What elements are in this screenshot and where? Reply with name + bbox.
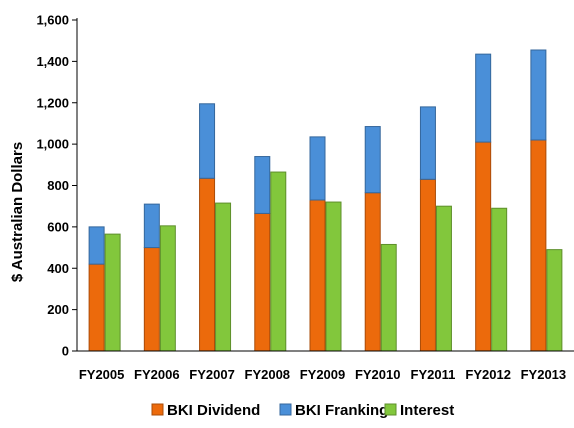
y-axis-title: $ Australian Dollars: [9, 142, 26, 282]
x-tick-label: FY2011: [411, 367, 456, 382]
y-tick-label: 800: [47, 178, 69, 193]
y-axis-ticks: 0 200 400 600 800 1,000 1,200 1,400 1,600: [36, 13, 77, 359]
bar-interest: [215, 202, 232, 352]
x-tick-label: FY2006: [134, 367, 180, 382]
bar-bki-dividend: [475, 141, 492, 352]
x-tick-label: FY2013: [521, 367, 567, 382]
y-tick-label: 0: [62, 344, 69, 359]
x-axis-ticks: FY2005 FY2006 FY2007 FY2008 FY2009 FY2010 FY20…: [79, 367, 566, 382]
legend: BKI Dividend BKI Franking Interest: [151, 402, 454, 419]
bar-interest: [104, 233, 121, 352]
y-tick-label: 1,400: [36, 54, 69, 69]
bar-interest: [325, 201, 342, 352]
bar-interest: [435, 205, 452, 352]
y-tick-label: 1,200: [36, 95, 69, 110]
y-tick-label: 200: [47, 302, 69, 317]
bar-bki-franking: [88, 226, 105, 265]
legend-label: BKI Franking: [295, 402, 388, 419]
x-tick-label: FY2009: [300, 367, 346, 382]
x-tick-label: FY2008: [245, 367, 291, 382]
y-tick-label: 1,600: [36, 13, 69, 28]
x-tick-label: FY2012: [465, 367, 511, 382]
legend-swatch: [151, 403, 164, 416]
legend-label: Interest: [400, 402, 454, 419]
x-tick-label: FY2005: [79, 367, 125, 382]
bar-bki-franking: [530, 49, 547, 141]
legend-label: BKI Dividend: [167, 402, 260, 419]
bars: [88, 49, 563, 352]
bar-interest: [380, 243, 397, 352]
bar-interest: [159, 225, 176, 352]
bar-bki-franking: [143, 203, 160, 249]
x-tick-label: FY2007: [189, 367, 235, 382]
bar-bki-franking: [254, 156, 271, 214]
bar-interest: [491, 207, 508, 352]
bar-bki-dividend: [530, 139, 547, 352]
bar-bki-franking: [364, 126, 381, 194]
y-tick-label: 600: [47, 219, 69, 234]
bar-bki-franking: [475, 53, 492, 143]
bar-bki-dividend: [143, 247, 160, 352]
bar-bki-dividend: [199, 177, 216, 352]
bar-bki-dividend: [254, 212, 271, 352]
bar-bki-dividend: [88, 263, 105, 352]
y-tick-label: 400: [47, 261, 69, 276]
bar-bki-franking: [309, 136, 326, 201]
bar-interest: [270, 171, 287, 352]
bar-bki-dividend: [419, 178, 436, 352]
y-axis-title-group: $ Australian Dollars: [9, 142, 26, 282]
bar-interest: [546, 249, 563, 352]
y-tick-label: 1,000: [36, 137, 69, 152]
bar-bki-dividend: [364, 192, 381, 352]
bar-bki-dividend: [309, 199, 326, 352]
x-tick-label: FY2010: [355, 367, 401, 382]
axes: [76, 18, 574, 352]
legend-swatch: [384, 403, 397, 416]
legend-swatch: [279, 403, 292, 416]
bar-bki-franking: [199, 103, 216, 179]
bar-bki-franking: [419, 106, 436, 180]
